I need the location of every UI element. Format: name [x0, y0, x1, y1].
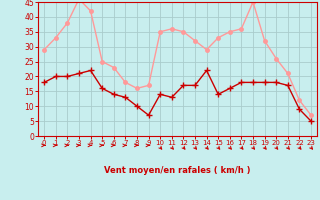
X-axis label: Vent moyen/en rafales ( km/h ): Vent moyen/en rafales ( km/h )	[104, 166, 251, 175]
